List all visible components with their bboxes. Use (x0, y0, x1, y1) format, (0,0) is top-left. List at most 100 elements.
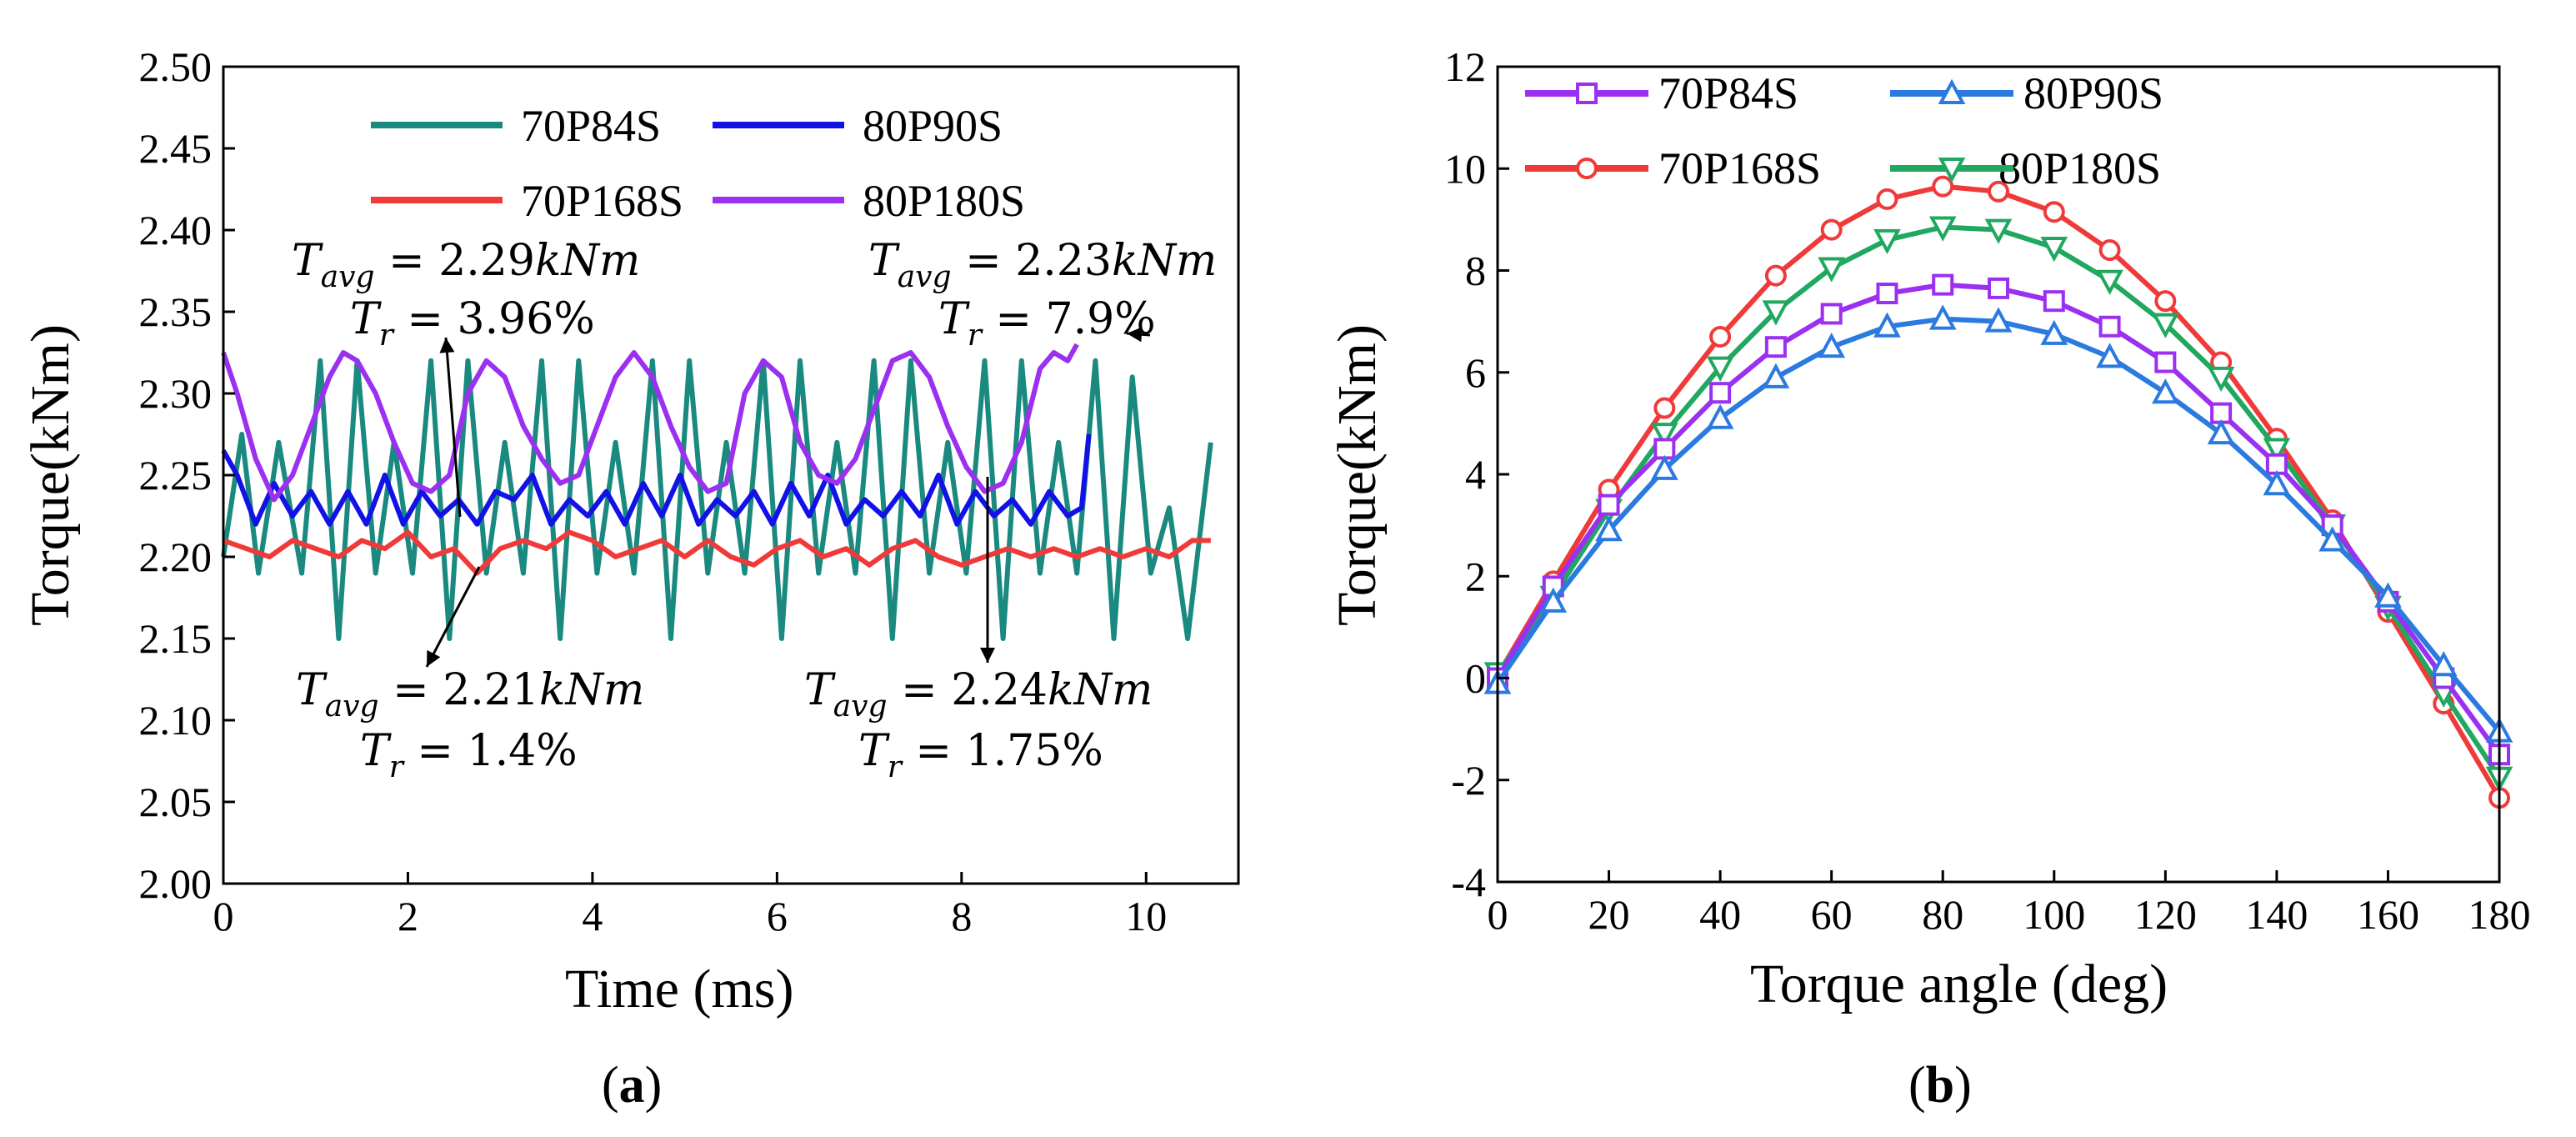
chart-a-y-axis-label: Torque(kNm) (20, 324, 81, 626)
annotation-tavg: Tavg = 2.29kNm (292, 236, 640, 294)
annotation-tavg: Tavg = 2.24kNm (804, 665, 1153, 724)
data-point-80P180S (2263, 438, 2291, 463)
legend-label-80P90S: 80P90S (863, 101, 1003, 151)
annotation-tr-value: 1.75% (966, 726, 1103, 776)
series-line-70P168S (222, 529, 1211, 576)
y-tick-label: -4 (1451, 859, 1486, 905)
data-point-80P180S (2096, 269, 2123, 295)
data-point-80P90S (2151, 378, 2179, 404)
x-tick-label: 2 (398, 893, 418, 939)
y-tick-label: 2.05 (139, 779, 213, 825)
panel-label-b-letter: b (1926, 1057, 1954, 1114)
annotation-tr: Tr = 3.96% (350, 294, 595, 353)
y-tick-label: 10 (1444, 145, 1486, 192)
chart-b-y-ticks: -4 -2 0 2 4 6 8 10 12 (1444, 43, 1509, 905)
data-point-80P90S (2207, 418, 2235, 445)
y-tick-label: 2.10 (139, 697, 213, 744)
x-tick-label: 180 (2468, 891, 2531, 938)
y-tick-label: 2.00 (139, 860, 213, 907)
series-line-80P90S (221, 433, 1092, 527)
data-point-70P168S (2043, 201, 2065, 223)
x-tick-label: 80 (1922, 891, 1963, 938)
chart-a-plot (221, 343, 1213, 641)
data-point-70P168S (1764, 264, 1787, 287)
y-tick-label: 2.20 (139, 533, 213, 580)
x-tick-label: 100 (2023, 891, 2085, 938)
data-point-80P90S (2040, 319, 2068, 345)
chart-a-annotation-80P90S: Tavg = 2.24kNm Tr = 1.75% (804, 477, 1153, 784)
annotation-arrow (425, 566, 481, 668)
annotation-arrowhead (427, 649, 441, 667)
legend-label-70P84S: 70P84S (1658, 68, 1798, 118)
annotation-tavg: Tavg = 2.21kNm (296, 665, 644, 724)
annotation-tr-value: 1.4% (468, 726, 578, 776)
legend-marker-70P84S (1576, 83, 1598, 104)
series-line-80P90S (1495, 316, 2502, 734)
chart-b-plot (1483, 175, 2513, 809)
annotation-arrowhead (439, 338, 455, 353)
y-tick-label: 2.30 (139, 370, 213, 417)
chart-a-legend: 70P84S 80P90S 70P168S 80P180S (371, 101, 1025, 226)
data-point-70P84S (1709, 382, 1732, 404)
legend-label-80P90S: 80P90S (2023, 68, 2163, 118)
chart-a-annotation-70P168S: Tavg = 2.21kNm Tr = 1.4% (296, 566, 644, 784)
chart-a: 2.00 2.05 2.10 2.15 2.20 2.25 2.30 2.35 2.40 2.45… (20, 43, 1240, 1114)
data-point-80P180S (1706, 356, 1734, 382)
x-tick-label: 8 (951, 893, 972, 939)
data-point-80P90S (1706, 403, 1734, 429)
series-line-70P84S (1495, 282, 2502, 756)
chart-b-legend: 70P84S 80P90S 70P168S 80P180S (1525, 68, 2163, 193)
data-point-80P180S (2040, 236, 2068, 263)
legend-marker-80P90S (1938, 78, 1966, 104)
data-point-70P168S (1709, 325, 1732, 348)
data-point-80P90S (2429, 651, 2458, 677)
data-point-80P180S (1762, 300, 1790, 326)
x-tick-label: 4 (582, 893, 603, 939)
data-point-70P168S (2154, 290, 2177, 313)
data-point-80P90S (2096, 343, 2123, 368)
y-tick-label: -2 (1451, 757, 1486, 804)
data-point-70P84S (1764, 336, 1787, 358)
annotation-tr-value: 3.96% (458, 294, 595, 344)
data-point-80P180S (1818, 257, 1846, 283)
data-point-80P180S (1650, 423, 1678, 448)
legend-label-80P180S: 80P180S (863, 176, 1025, 226)
y-tick-label: 4 (1465, 451, 1486, 498)
legend-marker-70P168S (1576, 158, 1598, 179)
legend-label-70P168S: 70P168S (521, 176, 683, 226)
panel-label-a: (a) (602, 1057, 662, 1114)
y-tick-label: 12 (1444, 43, 1486, 90)
y-tick-label: 0 (1465, 655, 1486, 702)
annotation-tavg-value: 2.24 (951, 665, 1048, 715)
data-point-70P168S (1932, 175, 1954, 198)
data-point-80P90S (2263, 470, 2291, 496)
data-point-70P84S (1876, 283, 1898, 305)
chart-a-annotation-70P84S: Tavg = 2.29kNm Tr = 3.96% (292, 236, 640, 518)
y-tick-label: 2.40 (139, 207, 213, 253)
legend-label-70P168S: 70P168S (1658, 143, 1821, 193)
data-point-70P84S (1932, 273, 1954, 296)
y-tick-label: 2.15 (139, 615, 213, 662)
y-tick-label: 2.35 (139, 288, 213, 335)
x-tick-label: 140 (2245, 891, 2308, 938)
annotation-tr: Tr = 7.9% (938, 294, 1156, 353)
chart-b-series-group (1483, 175, 2513, 809)
data-point-80P90S (1650, 454, 1678, 480)
x-tick-label: 160 (2357, 891, 2419, 938)
annotation-tavg-value: 2.21 (443, 665, 539, 715)
data-point-80P90S (1762, 363, 1790, 388)
data-point-70P84S (2043, 290, 2065, 313)
data-point-70P168S (1653, 397, 1676, 419)
annotation-arrowhead (980, 648, 995, 663)
annotation-tavg: Tavg = 2.23kNm (868, 236, 1217, 294)
y-tick-label: 2 (1465, 553, 1486, 599)
x-tick-label: 20 (1588, 891, 1630, 938)
data-point-80P90S (1984, 307, 2013, 333)
data-point-70P168S (2098, 239, 2121, 262)
chart-a-series-group (221, 343, 1213, 641)
data-point-80P180S (1873, 228, 1901, 255)
chart-a-y-ticks: 2.00 2.05 2.10 2.15 2.20 2.25 2.30 2.35 2.40 2.45… (139, 43, 235, 907)
data-point-70P168S (1988, 180, 2009, 203)
y-tick-label: 2.50 (139, 43, 213, 90)
